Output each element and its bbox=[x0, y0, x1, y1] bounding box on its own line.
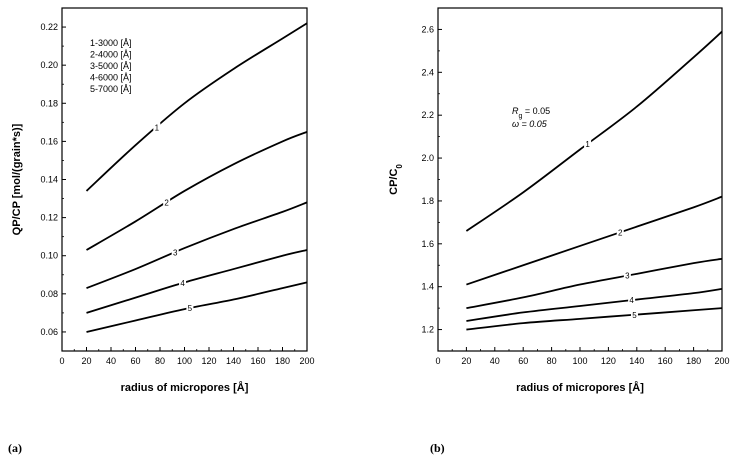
parameter-annotation: Rg = 0.05ω = 0.05 bbox=[512, 106, 550, 129]
y-tick-label: 0.06 bbox=[40, 327, 58, 337]
y-tick-label: 1.6 bbox=[421, 239, 434, 249]
x-tick-label: 180 bbox=[275, 356, 290, 366]
curve-label-5: 5 bbox=[632, 311, 637, 320]
x-tick-label: 200 bbox=[714, 356, 729, 366]
x-tick-label: 0 bbox=[435, 356, 440, 366]
series-line-3 bbox=[466, 257, 723, 310]
annotation-rg: Rg = 0.05 bbox=[512, 106, 550, 120]
curve-label-5: 5 bbox=[188, 304, 193, 313]
x-tick-label: 100 bbox=[177, 356, 192, 366]
curve-label-bg bbox=[186, 303, 194, 313]
annotation-rg-subscript: g bbox=[519, 113, 523, 120]
plot-frame bbox=[437, 7, 723, 352]
curve-label-1: 1 bbox=[155, 123, 160, 132]
legend-entry: 4-6000 [Å] bbox=[90, 73, 132, 83]
x-tick-label: 180 bbox=[686, 356, 701, 366]
x-tick-label: 40 bbox=[490, 356, 500, 366]
y-tick-label: 1.2 bbox=[421, 325, 434, 335]
curve-label-bg bbox=[628, 295, 636, 305]
curve-label-4: 4 bbox=[180, 279, 185, 288]
x-tick-label: 80 bbox=[547, 356, 557, 366]
legend-entry: 1-3000 [Å] bbox=[90, 38, 132, 48]
y-tick-label: 0.16 bbox=[40, 136, 58, 146]
y-tick-label: 0.08 bbox=[40, 289, 58, 299]
chart-panel-a: 0 20 40 60 80 100 120 140 160 180 200 0.06 0.08 0.10 0… bbox=[8, 7, 315, 455]
series-line-5 bbox=[86, 281, 308, 333]
legend: 1-3000 [Å] 2-4000 [Å]3-5000 [Å] 4-6000 [Å]… bbox=[90, 38, 132, 94]
y-tick-label: 2.2 bbox=[421, 110, 434, 120]
panel-label: (a) bbox=[8, 441, 22, 455]
series-line-1 bbox=[85, 22, 308, 192]
curve-label-bg bbox=[584, 139, 592, 149]
series-line-3 bbox=[86, 201, 308, 289]
series-line-4 bbox=[466, 287, 723, 322]
x-tick-label: 60 bbox=[518, 356, 528, 366]
curve-label-bg bbox=[616, 227, 624, 237]
y-tick-label: 2.6 bbox=[421, 24, 434, 34]
series-line-5 bbox=[466, 307, 723, 331]
y-tick-label: 0.18 bbox=[40, 98, 58, 108]
x-tick-label: 40 bbox=[106, 356, 116, 366]
chart-panel-b: 0 20 40 60 80 100 120 140 160 180 2001.21.41.61.82… bbox=[388, 7, 730, 455]
series-line-4 bbox=[86, 249, 308, 314]
x-tick-label: 140 bbox=[629, 356, 644, 366]
x-tick-label: 100 bbox=[572, 356, 587, 366]
curve-label-2: 2 bbox=[164, 198, 169, 207]
legend-entry: 5-7000 [Å] bbox=[90, 84, 132, 94]
y-tick-label: 0.22 bbox=[40, 22, 58, 32]
curve-label-bg bbox=[623, 270, 631, 280]
x-axis-label: radius of micropores [Å] bbox=[516, 381, 644, 394]
y-axis-label-subscript: 0 bbox=[395, 164, 404, 169]
y-tick-label: 0.20 bbox=[40, 60, 58, 70]
panel-label: (b) bbox=[430, 441, 445, 455]
annotation-rg-symbol: R bbox=[512, 106, 519, 116]
curve-label-bg bbox=[179, 278, 187, 288]
x-tick-label: 140 bbox=[226, 356, 241, 366]
curve-label-bg bbox=[630, 309, 638, 319]
curve-label-2: 2 bbox=[618, 228, 623, 237]
x-tick-label: 80 bbox=[155, 356, 165, 366]
legend-entry: 2-4000 [Å] bbox=[90, 50, 132, 60]
y-tick-label: 0.10 bbox=[40, 251, 58, 261]
y-tick-label: 1.8 bbox=[421, 196, 434, 206]
series-line-2 bbox=[86, 131, 308, 251]
y-axis-label: CP/C0 bbox=[388, 164, 404, 195]
x-tick-label: 120 bbox=[601, 356, 616, 366]
series-line-1 bbox=[465, 30, 723, 232]
y-tick-label: 0.14 bbox=[40, 175, 58, 185]
y-tick-label: 1.4 bbox=[421, 282, 434, 292]
x-tick-label: 20 bbox=[81, 356, 91, 366]
series-line-2 bbox=[466, 195, 723, 286]
curve-label-3: 3 bbox=[173, 248, 178, 257]
curve-label-bg bbox=[153, 122, 161, 132]
x-tick-label: 60 bbox=[130, 356, 140, 366]
curve-label-1: 1 bbox=[585, 140, 590, 149]
y-tick-label: 2.0 bbox=[421, 153, 434, 163]
x-tick-label: 160 bbox=[658, 356, 673, 366]
curve-label-bg bbox=[171, 247, 179, 257]
curve-label-4: 4 bbox=[629, 296, 634, 305]
x-axis-label: radius of micropores [Å] bbox=[121, 381, 249, 394]
annotation-rg-value: = 0.05 bbox=[522, 106, 550, 116]
x-tick-label: 200 bbox=[299, 356, 314, 366]
curve-label-bg bbox=[163, 197, 171, 207]
x-tick-label: 120 bbox=[201, 356, 216, 366]
legend-entry: 3-5000 [Å] bbox=[90, 61, 132, 71]
annotation-omega: ω = 0.05 bbox=[512, 119, 548, 129]
x-tick-label: 160 bbox=[250, 356, 265, 366]
y-tick-label: 2.4 bbox=[421, 67, 434, 77]
x-tick-label: 0 bbox=[59, 356, 64, 366]
curve-label-3: 3 bbox=[625, 272, 630, 281]
y-axis-label: QP/CP [mol/(grain*s)] bbox=[11, 123, 23, 235]
x-tick-label: 20 bbox=[461, 356, 471, 366]
y-tick-label: 0.12 bbox=[40, 213, 58, 223]
